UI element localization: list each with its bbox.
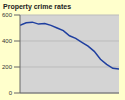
svg-text:600: 600	[8, 12, 13, 18]
html-text:Property crime rates: Property crime rates	[3, 3, 72, 10]
svg-text:0: 0	[9, 90, 13, 96]
svg-text:200: 200	[8, 64, 13, 70]
svg-text:400: 400	[8, 38, 13, 44]
